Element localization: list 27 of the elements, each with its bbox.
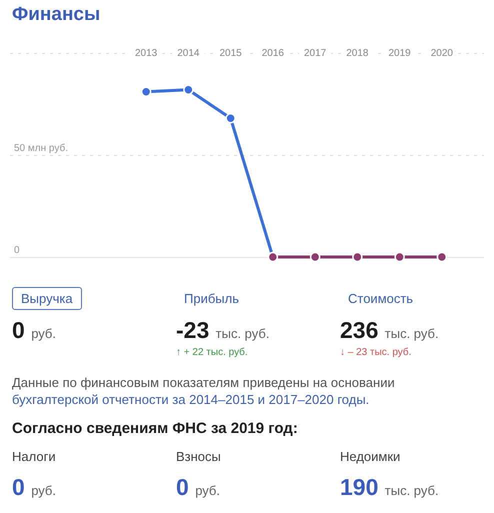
y-tick-label: 50 млн руб. [14,142,68,154]
text: ↑ + 22 тыс. руб. [176,347,248,359]
x-tick-label: 2013 [135,48,158,59]
text: 0 руб. [12,474,56,500]
text: ↓ – 23 тыс. руб. [340,347,412,359]
y-tick-label: 0 [14,244,20,256]
text: 190 тыс. руб. [340,474,439,500]
x-tick-label: 2015 [220,48,242,59]
text: Взносы [176,449,221,465]
x-tick-label: 2019 [388,48,412,59]
x-tick-label: 2018 [346,48,369,59]
text: Данные по финансовым показателям приведены на основании [12,375,395,390]
x-tick-label: 2020 [430,48,454,59]
text: -23 тыс. руб. [176,317,270,343]
text: 0 руб. [12,317,56,343]
text: Согласно сведениям ФНС за 2019 год: [12,420,298,438]
text: Прибыль [183,290,240,308]
text: 0 руб. [176,474,220,500]
text: Недоимки [340,449,400,465]
chart-title: Финансы [12,4,100,26]
x-tick-label: 2014 [177,48,200,59]
x-tick-label: 2016 [262,48,284,59]
x-tick-label: 2017 [304,48,327,59]
text: бухгалтерской отчетности за 2014–2015 и 2017–2020 годы. [12,392,370,407]
text: 236 тыс. руб. [340,317,439,343]
text: Стоимость [347,290,414,308]
text: Налоги [12,449,56,465]
